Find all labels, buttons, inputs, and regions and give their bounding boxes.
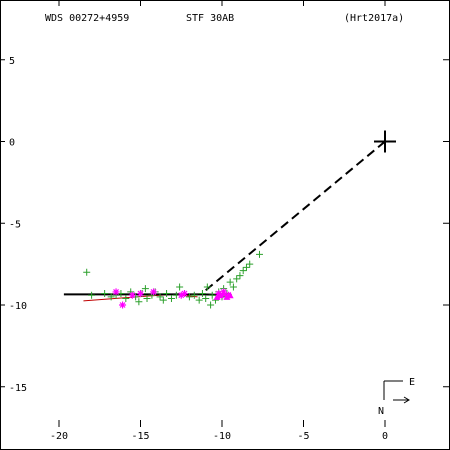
- micrometer-point: [88, 291, 96, 299]
- micrometer-point: [163, 290, 171, 298]
- micrometer-point: [141, 285, 149, 293]
- micrometer-point: [117, 290, 125, 298]
- micrometer-point: [107, 293, 115, 301]
- micrometer-point: [208, 291, 216, 299]
- x-tick-label: -10: [213, 431, 231, 442]
- micrometer-point: [143, 294, 151, 302]
- micrometer-point: [246, 260, 254, 268]
- micrometer-point: [226, 278, 234, 286]
- micrometer-point: [185, 293, 193, 301]
- header-discoverer: STF 30AB: [186, 13, 234, 24]
- interferometric-point: [216, 291, 224, 299]
- micrometer-point: [233, 275, 241, 283]
- micrometer-point: [159, 296, 167, 304]
- speckle-point: [137, 290, 144, 298]
- direction-arrow-icon: [393, 396, 410, 404]
- micrometer-point: [167, 294, 175, 302]
- micrometer-point: [135, 298, 143, 306]
- micrometer-point: [101, 290, 109, 298]
- compass-east-label: E: [409, 377, 415, 388]
- x-tick-label: -15: [131, 431, 149, 442]
- micrometer-point: [239, 267, 247, 275]
- micrometer-point: [198, 290, 206, 298]
- y-tick-label: 5: [9, 56, 15, 67]
- micrometer-point: [83, 268, 91, 276]
- micrometer-point: [207, 301, 215, 309]
- speckle-point: [215, 290, 223, 298]
- header-orbit-reference: (Hrt2017a): [344, 13, 404, 24]
- y-tick-label: -15: [9, 383, 27, 394]
- micrometer-point: [229, 283, 237, 291]
- micrometer-point: [190, 291, 198, 299]
- compass: E N: [378, 377, 415, 417]
- micrometer-point: [236, 272, 244, 280]
- speckle-point: [181, 290, 189, 298]
- primary-star-marker: [374, 130, 396, 153]
- micrometer-point: [242, 263, 250, 271]
- micrometer-point: [202, 294, 210, 302]
- speckle-point: [112, 288, 120, 296]
- y-tick-label: -5: [9, 219, 21, 230]
- header-system: WDS 00272+4959: [45, 13, 129, 24]
- micrometer-point: [156, 293, 164, 301]
- observation-points: [83, 250, 263, 309]
- interferometric-point: [223, 293, 231, 300]
- x-tick-label: 0: [382, 431, 388, 442]
- interferometric-point: [213, 293, 221, 300]
- x-tick-label: -20: [50, 431, 68, 442]
- node-line: [205, 140, 386, 292]
- y-tick-label: 0: [9, 138, 15, 149]
- compass-north-label: N: [378, 406, 384, 417]
- micrometer-point: [195, 296, 203, 304]
- speckle-point: [150, 288, 158, 296]
- interferometric-point: [226, 291, 234, 299]
- micrometer-point: [176, 283, 184, 291]
- speckle-point: [128, 291, 136, 299]
- speckle-point: [177, 291, 185, 299]
- micrometer-point: [255, 250, 263, 258]
- micrometer-point: [122, 294, 130, 302]
- interferometric-point: [220, 290, 228, 297]
- speckle-point: [119, 301, 127, 309]
- micrometer-point: [203, 283, 211, 291]
- y-tick-label: -10: [9, 301, 27, 312]
- x-tick-label: -5: [297, 431, 309, 442]
